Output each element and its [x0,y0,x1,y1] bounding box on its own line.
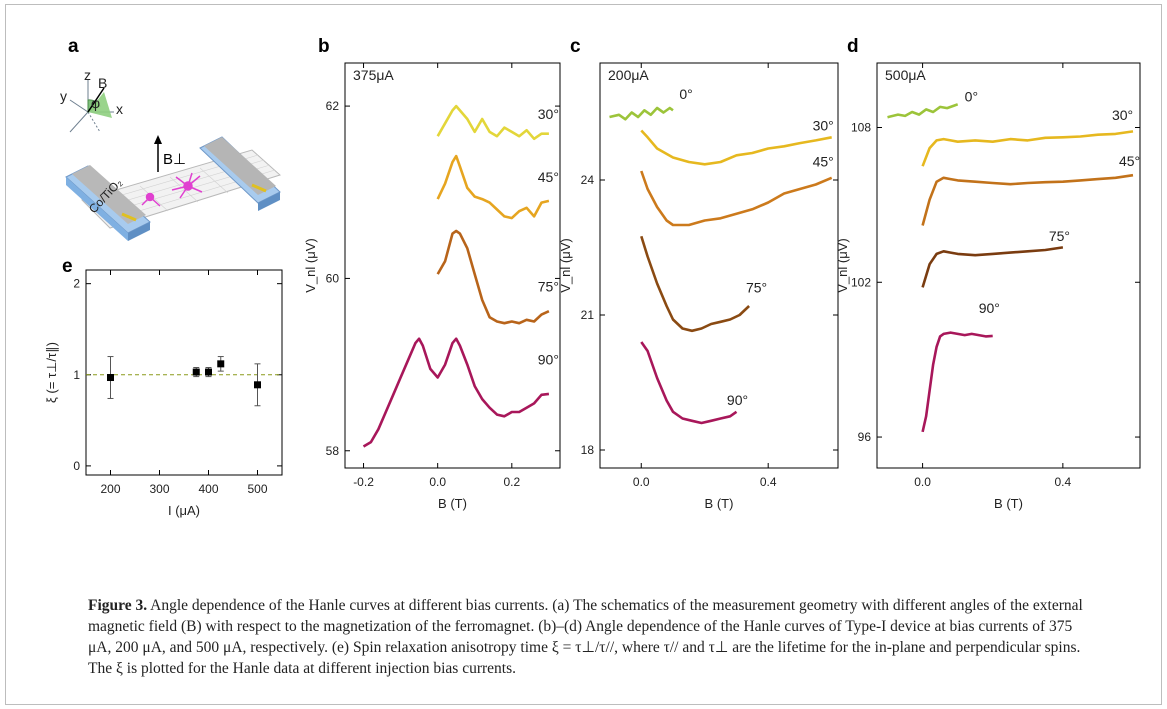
series-line-b [436,104,549,141]
series-label-d: 0° [965,89,978,105]
b-perp-label: B⊥ [163,151,186,168]
plot-frame-d [876,62,1141,469]
axis-y-label: y [60,88,67,104]
panel-label-d: d [847,36,859,57]
angle-sector [88,92,112,118]
right-electrode [199,136,281,211]
x-tick-label-c: 0.0 [633,475,650,489]
series-line-c [640,235,750,333]
y-tick-label-b: 58 [326,444,340,458]
series-line-c [640,129,832,166]
x-axis-label-b: B (T) [438,496,467,511]
series-label-c: 75° [746,280,767,296]
x-tick-label-e: 300 [149,482,169,496]
panel-label-b: b [318,36,330,57]
y-tick-label-b: 62 [326,99,340,113]
y-tick-label-c: 18 [581,443,595,457]
y-axis-label-c: V_nl (μV) [558,238,573,292]
series-label-c: 30° [813,118,834,134]
series-label-b: 45° [538,169,559,185]
series-label-d: 45° [1119,153,1140,169]
series-line-d [921,331,993,433]
x-tick-label-b: -0.2 [353,475,374,489]
x-axis-label-c: B (T) [705,496,734,511]
plot-frame-c [599,62,839,469]
y-tick-label-b: 60 [326,271,340,285]
data-point-e [254,381,261,389]
b-perp-arrow: B⊥ [154,135,186,172]
series-line-b [362,337,550,448]
x-tick-label-e: 200 [100,482,120,496]
spin-arrows [141,172,203,207]
schematic-device: Co/TiO₂ B⊥ [60,67,281,241]
y-tick-label-e: 2 [73,277,80,291]
x-tick-label-e: 400 [198,482,218,496]
y-tick-label-e: 0 [73,459,80,473]
panel-label-a: a [68,36,79,57]
y-axis-label-d: V_nl (μV) [835,238,850,292]
x-tick-label-d: 0.4 [1055,475,1072,489]
series-label-b: 90° [538,352,559,368]
y-tick-label-d: 108 [851,120,871,134]
series-line-c [609,106,674,121]
x-tick-label-c: 0.4 [760,475,777,489]
figure-caption: Figure 3. Angle dependence of the Hanle … [88,595,1088,679]
series-label-d: 30° [1112,107,1133,123]
series-label-d: 90° [979,300,1000,316]
y-tick-label-d: 96 [858,430,872,444]
caption-figure-number: Figure 3. [88,597,148,614]
series-line-b [436,154,550,220]
y-tick-label-d: 102 [851,275,871,289]
series-line-d [921,173,1134,226]
x-tick-label-d: 0.0 [914,475,931,489]
b-field-label: B [98,75,107,91]
left-electrode: Co/TiO₂ [65,165,151,241]
data-point-e [205,368,212,376]
y-axis-label-e: ξ (= τ⊥/τ∥) [44,342,59,403]
x-tick-label-b: 0.2 [503,475,520,489]
x-tick-label-b: 0.0 [429,475,446,489]
axis-x-label: x [116,101,123,117]
axis-z-label: z [84,67,91,83]
panel-label-e: e [62,256,73,277]
y-tick-label-c: 24 [581,173,595,187]
series-label-b: 30° [538,106,559,122]
current-label-d: 500μA [885,67,926,83]
series-line-d [921,246,1064,288]
caption-text: Angle dependence of the Hanle curves at … [88,597,1083,677]
series-label-c: 45° [813,154,834,170]
series-line-b [436,229,550,325]
series-line-c [640,170,833,227]
series-label-c: 90° [727,392,748,408]
data-point-e [192,368,200,376]
series-label-b: 75° [538,278,559,294]
series-label-d: 75° [1049,228,1070,244]
current-label-c: 200μA [608,67,649,83]
series-line-c [640,341,738,425]
data-point-e [217,360,225,368]
b-field-arrow [87,87,105,113]
series-line-d [887,103,959,119]
current-label-b: 375μA [353,67,394,83]
phi-label: φ [91,95,100,111]
series-line-d [921,130,1134,167]
x-axis-label-d: B (T) [994,496,1023,511]
series-label-c: 0° [679,86,692,102]
y-tick-label-c: 21 [581,308,595,322]
panel-label-c: c [570,36,581,57]
data-point-e [107,374,114,382]
y-tick-label-e: 1 [73,368,80,382]
y-axis-label-b: V_nl (μV) [303,238,318,292]
plot-frame-e [85,269,283,476]
plot-frame-b [344,62,561,469]
x-axis-label-e: I (μA) [168,503,200,518]
figure-graphic: a b c d e Co/TiO₂ [44,36,1141,518]
x-tick-label-e: 500 [247,482,267,496]
